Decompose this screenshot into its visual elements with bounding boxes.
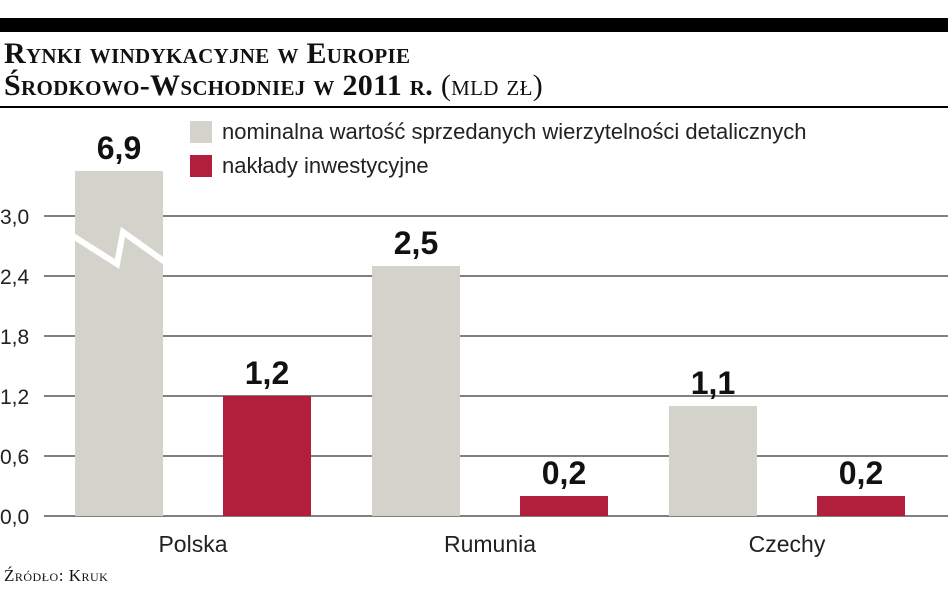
- chart-title: Rynki windykacyjne w Europie Środkowo-Ws…: [4, 38, 543, 102]
- title-unit: (mld zł): [440, 69, 544, 102]
- legend-item-nominal: nominalna wartość sprzedanych wierzyteln…: [190, 117, 807, 147]
- bar: [520, 496, 608, 516]
- legend-label-invest: nakłady inwestycyjne: [222, 153, 429, 178]
- title-line-2: Środkowo-Wschodniej w 2011 r.: [4, 69, 434, 102]
- source-note: Źródło: Kruk: [4, 566, 109, 585]
- data-label: 6,9: [97, 130, 141, 166]
- y-tick-label: 3,0: [0, 206, 29, 229]
- legend-label-nominal: nominalna wartość sprzedanych wierzyteln…: [222, 119, 807, 144]
- y-tick-label: 0,0: [0, 506, 29, 529]
- bar: [372, 266, 460, 516]
- legend-swatch-nominal: [190, 121, 212, 143]
- data-label: 1,1: [691, 365, 735, 401]
- title-line-1: Rynki windykacyjne w Europie: [4, 37, 411, 70]
- x-tick-label: Czechy: [749, 531, 826, 557]
- y-tick-label: 1,2: [0, 386, 29, 409]
- y-tick-label: 2,4: [0, 266, 30, 289]
- legend-swatch-invest: [190, 155, 212, 177]
- legend: nominalna wartość sprzedanych wierzyteln…: [190, 117, 807, 185]
- data-label: 0,2: [542, 455, 586, 491]
- data-label: 1,2: [245, 355, 289, 391]
- x-tick-label: Polska: [158, 531, 227, 557]
- top-rule: [0, 18, 948, 32]
- data-label: 0,2: [839, 455, 883, 491]
- bar: [817, 496, 905, 516]
- bar: [75, 171, 163, 516]
- x-tick-label: Rumunia: [444, 531, 536, 557]
- title-rule: [0, 106, 948, 108]
- y-tick-label: 0,6: [0, 446, 29, 469]
- legend-item-invest: nakłady inwestycyjne: [190, 151, 807, 181]
- data-label: 2,5: [394, 225, 438, 261]
- bar: [223, 396, 311, 516]
- axis-break-mark: [71, 226, 167, 269]
- bar: [669, 406, 757, 516]
- y-tick-label: 1,8: [0, 326, 29, 349]
